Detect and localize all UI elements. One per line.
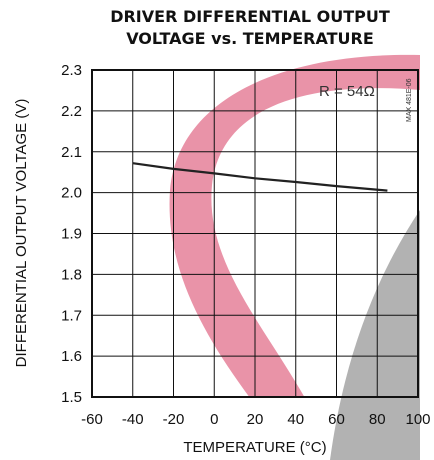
x-tick-label-5: 40 <box>287 411 304 428</box>
x-tick-label-3: 0 <box>210 411 218 428</box>
x-tick-label-0: -60 <box>81 411 103 428</box>
x-tick-label-7: 80 <box>369 411 386 428</box>
x-tick-label-4: 20 <box>247 411 264 428</box>
x-tick-label-6: 60 <box>328 411 345 428</box>
x-tick-label-2: -20 <box>163 411 185 428</box>
y-tick-label-5: 2.0 <box>61 185 82 202</box>
watermark-pink-swoosh <box>169 54 420 398</box>
y-tick-label-0: 1.5 <box>61 389 82 406</box>
x-tick-labels: -60 -40 -20 0 20 40 60 80 100 <box>81 411 430 428</box>
chart-title-line-2: VOLTAGE vs. TEMPERATURE <box>126 29 374 48</box>
plot-frame <box>91 69 419 398</box>
series-line-0 <box>132 162 388 192</box>
series-group <box>132 162 388 192</box>
y-tick-label-4: 1.9 <box>61 226 82 243</box>
chart-title-line-1: DRIVER DIFFERENTIAL OUTPUT <box>110 7 390 26</box>
y-tick-label-7: 2.2 <box>61 103 82 120</box>
y-tick-label-6: 2.1 <box>61 144 82 161</box>
y-axis-label: DIFFERENTIAL OUTPUT VOLTAGE (V) <box>13 99 30 368</box>
x-axis-label: TEMPERATURE (°C) <box>183 439 326 456</box>
series-annotation: R = 54Ω <box>319 83 375 100</box>
y-tick-label-3: 1.8 <box>61 266 82 283</box>
watermark-logo <box>169 54 420 460</box>
y-tick-label-8: 2.3 <box>61 62 82 79</box>
chart-title: DRIVER DIFFERENTIAL OUTPUT VOLTAGE vs. T… <box>110 7 390 48</box>
y-tick-labels: 1.5 1.6 1.7 1.8 1.9 2.0 2.1 2.2 2.3 <box>61 62 82 406</box>
x-tick-label-8: 100 <box>405 411 430 428</box>
y-tick-label-2: 1.7 <box>61 307 82 324</box>
x-tick-label-1: -40 <box>122 411 144 428</box>
part-number-label: MAX 481E-06 <box>406 78 413 122</box>
y-tick-label-1: 1.6 <box>61 348 82 365</box>
